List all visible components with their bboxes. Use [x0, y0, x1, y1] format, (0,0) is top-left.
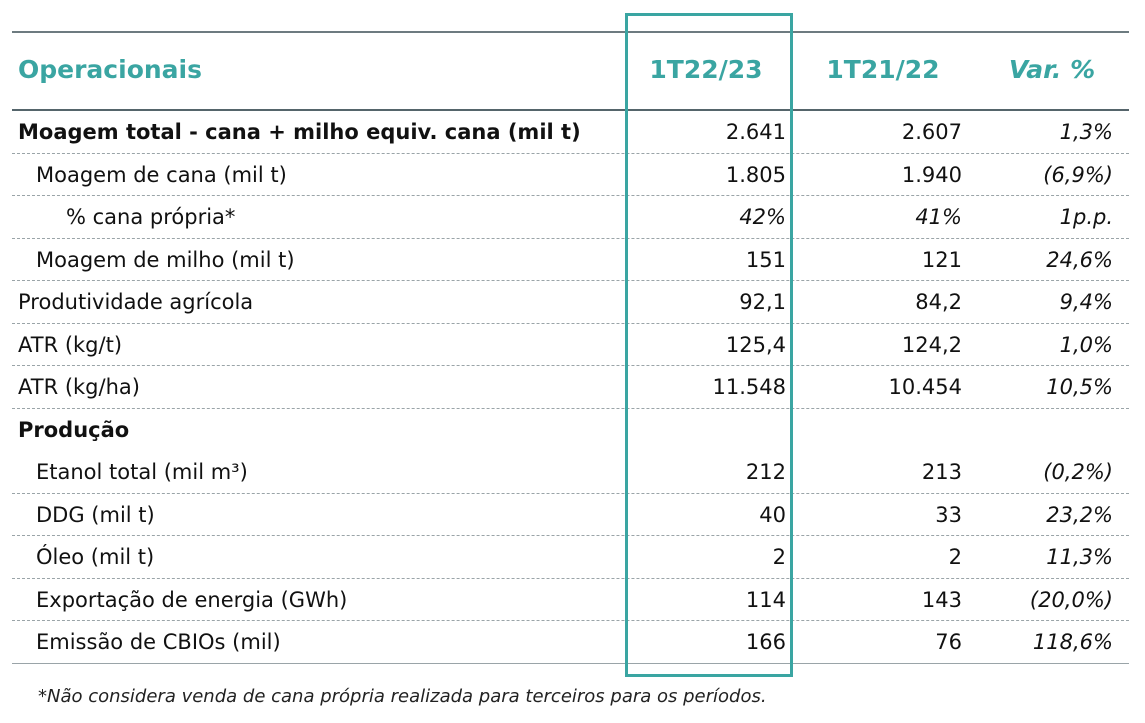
row-value-current: 114 [745, 587, 786, 612]
table-row: Emissão de CBIOs (mil) 166 76 118,6% [12, 621, 1129, 664]
table-row: Exportação de energia (GWh) 114 143 (20,… [12, 579, 1129, 621]
row-label: Emissão de CBIOs (mil) [36, 630, 281, 654]
row-value-current: 2 [772, 545, 786, 569]
row-label: Óleo (mil t) [36, 545, 155, 569]
row-value-variation: 24,6% [1046, 247, 1113, 272]
row-value-current: 125,4 [725, 332, 786, 357]
row-value-variation: 9,4% [1059, 290, 1113, 314]
table-row: Etanol total (mil m³) 212 213 (0,2%) [12, 451, 1129, 494]
row-label: Exportação de energia (GWh) [36, 587, 348, 612]
row-value-variation: (0,2%) [1043, 460, 1113, 484]
table-row: Produtividade agrícola 92,1 84,2 9,4% [12, 281, 1129, 324]
row-label: Produtividade agrícola [18, 290, 254, 314]
row-value-current: 151 [745, 247, 786, 272]
table-section-row: Produção [12, 409, 1129, 452]
row-value-previous: 213 [921, 460, 962, 484]
row-value-variation: 1p.p. [1059, 205, 1113, 229]
row-value-variation: 11,3% [1046, 545, 1113, 569]
header-col-variation: Var. % [1008, 55, 1096, 84]
row-value-previous: 2 [948, 545, 962, 569]
table-row: ATR (kg/ha) 11.548 10.454 10,5% [12, 366, 1129, 409]
header-col-previous: 1T21/22 [826, 55, 940, 84]
table-row: Óleo (mil t) 2 2 11,3% [12, 536, 1129, 579]
row-label: Moagem de cana (mil t) [36, 162, 287, 187]
table-row: ATR (kg/t) 125,4 124,2 1,0% [12, 324, 1129, 366]
row-value-variation: 1,3% [1059, 120, 1113, 144]
row-label: DDG (mil t) [36, 502, 155, 527]
row-value-current: 212 [745, 460, 786, 484]
table-row: DDG (mil t) 40 33 23,2% [12, 494, 1129, 536]
row-value-current: 42% [739, 205, 786, 229]
row-value-previous: 143 [921, 587, 962, 612]
table-row: Moagem total - cana + milho equiv. cana … [12, 111, 1129, 154]
row-value-current: 166 [745, 630, 786, 654]
row-value-variation: 118,6% [1032, 630, 1113, 654]
row-value-previous: 41% [915, 205, 962, 229]
row-label: Moagem de milho (mil t) [36, 247, 295, 272]
section-label: Produção [18, 417, 130, 442]
table-top-rule [12, 31, 1129, 33]
row-value-current: 11.548 [712, 375, 786, 399]
table-row: Moagem de milho (mil t) 151 121 24,6% [12, 239, 1129, 281]
row-value-previous: 1.940 [901, 162, 962, 187]
row-value-current: 92,1 [739, 290, 786, 314]
table-header-row: Operacionais 1T22/23 1T21/22 Var. % [12, 33, 1129, 111]
footnote: *Não considera venda de cana própria rea… [38, 686, 767, 707]
row-value-variation: 1,0% [1059, 332, 1113, 357]
table-row: Moagem de cana (mil t) 1.805 1.940 (6,9%… [12, 154, 1129, 196]
row-value-previous: 10.454 [888, 375, 962, 399]
row-value-variation: (6,9%) [1043, 162, 1113, 187]
row-label: Moagem total - cana + milho equiv. cana … [18, 120, 581, 144]
header-col-current: 1T22/23 [649, 55, 763, 84]
table-body: Moagem total - cana + milho equiv. cana … [12, 111, 1129, 664]
row-value-variation: 10,5% [1046, 375, 1113, 399]
row-value-previous: 124,2 [901, 332, 962, 357]
row-label: ATR (kg/ha) [18, 375, 140, 399]
row-value-previous: 33 [935, 502, 962, 527]
row-value-previous: 84,2 [915, 290, 962, 314]
row-label: Etanol total (mil m³) [36, 460, 248, 484]
table-row: % cana própria* 42% 41% 1p.p. [12, 196, 1129, 239]
row-value-variation: 23,2% [1046, 502, 1113, 527]
row-label: ATR (kg/t) [18, 332, 123, 357]
row-value-current: 2.641 [725, 120, 786, 144]
row-value-current: 40 [759, 502, 786, 527]
row-value-previous: 121 [921, 247, 962, 272]
row-label: % cana própria* [66, 205, 236, 229]
row-value-current: 1.805 [725, 162, 786, 187]
header-label: Operacionais [18, 55, 202, 84]
row-value-variation: (20,0%) [1029, 587, 1113, 612]
row-value-previous: 2.607 [901, 120, 962, 144]
row-value-previous: 76 [935, 630, 962, 654]
